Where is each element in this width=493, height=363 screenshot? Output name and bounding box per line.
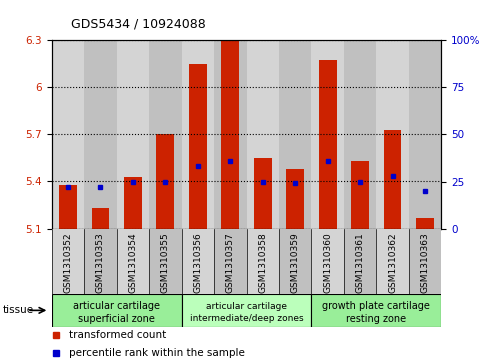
Bar xyxy=(84,229,117,294)
Bar xyxy=(312,229,344,294)
Bar xyxy=(409,40,441,229)
Bar xyxy=(286,169,304,229)
Bar xyxy=(92,208,109,229)
Text: GSM1310357: GSM1310357 xyxy=(226,232,235,293)
Text: tissue: tissue xyxy=(2,305,34,315)
Bar xyxy=(254,158,272,229)
Bar xyxy=(214,40,246,229)
Bar xyxy=(384,130,401,229)
Text: intermediate/deep zones: intermediate/deep zones xyxy=(190,314,303,323)
Bar xyxy=(52,229,84,294)
Text: GSM1310353: GSM1310353 xyxy=(96,232,105,293)
Bar xyxy=(376,40,409,229)
Text: growth plate cartilage: growth plate cartilage xyxy=(322,301,430,311)
Text: articular cartilage: articular cartilage xyxy=(206,302,287,311)
Bar xyxy=(344,229,376,294)
Bar xyxy=(124,177,142,229)
Bar xyxy=(312,294,441,327)
Bar xyxy=(214,229,246,294)
Text: percentile rank within the sample: percentile rank within the sample xyxy=(70,348,245,358)
Text: GSM1310362: GSM1310362 xyxy=(388,232,397,293)
Text: GSM1310356: GSM1310356 xyxy=(193,232,202,293)
Bar xyxy=(246,229,279,294)
Text: GSM1310359: GSM1310359 xyxy=(291,232,300,293)
Text: GSM1310355: GSM1310355 xyxy=(161,232,170,293)
Text: GDS5434 / 10924088: GDS5434 / 10924088 xyxy=(71,18,206,31)
Text: superficial zone: superficial zone xyxy=(78,314,155,323)
Bar xyxy=(189,64,207,229)
Bar xyxy=(344,40,376,229)
Bar xyxy=(312,40,344,229)
Text: GSM1310354: GSM1310354 xyxy=(128,232,138,293)
Text: resting zone: resting zone xyxy=(346,314,406,323)
Bar xyxy=(246,40,279,229)
Bar xyxy=(52,40,84,229)
Text: GSM1310363: GSM1310363 xyxy=(421,232,429,293)
Bar xyxy=(279,40,312,229)
Bar xyxy=(181,40,214,229)
Bar xyxy=(84,40,117,229)
Bar xyxy=(181,229,214,294)
Text: transformed count: transformed count xyxy=(70,330,167,340)
Text: articular cartilage: articular cartilage xyxy=(73,301,160,311)
Bar xyxy=(318,60,337,229)
Bar xyxy=(149,40,181,229)
Bar xyxy=(279,229,312,294)
Text: GSM1310360: GSM1310360 xyxy=(323,232,332,293)
Bar xyxy=(416,218,434,229)
Bar xyxy=(351,161,369,229)
Text: GSM1310361: GSM1310361 xyxy=(355,232,365,293)
Bar xyxy=(149,229,181,294)
Bar xyxy=(117,40,149,229)
Bar xyxy=(156,134,175,229)
Text: GSM1310352: GSM1310352 xyxy=(64,232,72,293)
Bar xyxy=(52,294,181,327)
Bar xyxy=(117,229,149,294)
Bar xyxy=(376,229,409,294)
Text: GSM1310358: GSM1310358 xyxy=(258,232,267,293)
Bar xyxy=(181,294,312,327)
Bar xyxy=(409,229,441,294)
Bar xyxy=(59,185,77,229)
Bar xyxy=(221,40,239,229)
